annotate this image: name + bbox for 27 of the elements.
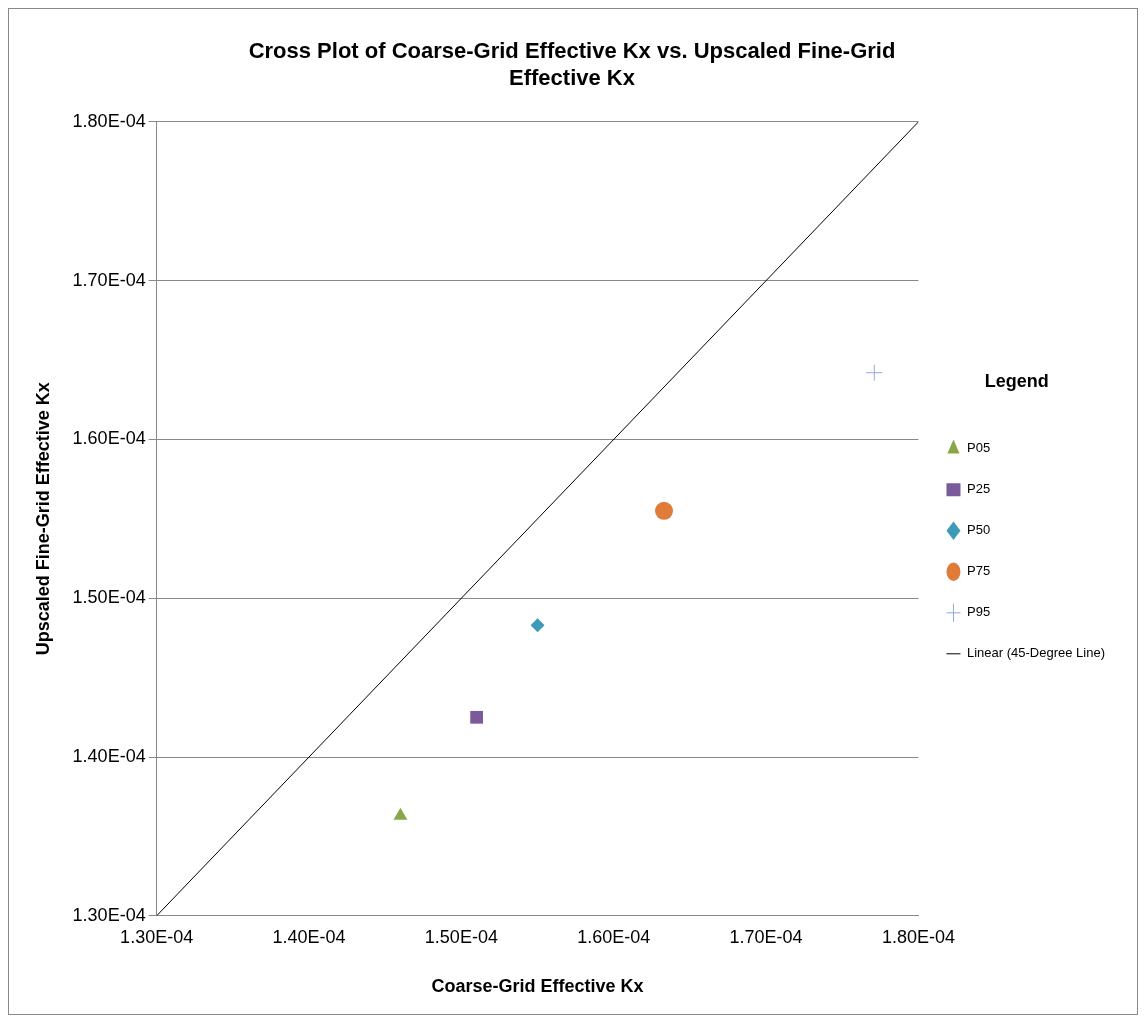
y-tick-label: 1.60E-04 — [72, 428, 146, 449]
x-tick-label: 1.30E-04 — [120, 926, 194, 947]
y-tick-label: 1.30E-04 — [72, 904, 146, 925]
x-tick-label: 1.50E-04 — [424, 926, 498, 947]
x-tick-label: 1.40E-04 — [272, 926, 346, 947]
legend-label: Linear (45-Degree Line) — [966, 645, 1106, 661]
y-tick-label: 1.80E-04 — [72, 110, 146, 131]
point — [655, 501, 674, 520]
legend-title: Legend — [984, 370, 1049, 391]
point — [393, 807, 408, 820]
y-tick-label: 1.40E-04 — [72, 745, 146, 766]
x-tick-label: 1.60E-04 — [577, 926, 651, 947]
point — [530, 618, 545, 633]
legend-label: P25 — [966, 481, 991, 497]
legend-label: P95 — [966, 604, 991, 620]
legend-label: P75 — [966, 563, 991, 579]
chart-title: Cross Plot of Coarse-Grid Effective Kx vs. Upscaled Fine-Grid Effective Kx — [248, 38, 896, 90]
legend-label: P05 — [966, 440, 991, 456]
x-tick-label: 1.70E-04 — [729, 926, 803, 947]
x-axis-title: Coarse-Grid Effective Kx — [431, 976, 644, 997]
y-tick-label: 1.50E-04 — [72, 587, 146, 608]
point — [470, 710, 483, 724]
legend-label: P50 — [966, 522, 991, 538]
y-tick-label: 1.70E-04 — [72, 269, 146, 290]
point — [865, 364, 883, 382]
x-tick-label: 1.80E-04 — [881, 926, 956, 947]
y-axis-title: Upscaled Fine-Grid Effective Kx — [32, 382, 53, 656]
